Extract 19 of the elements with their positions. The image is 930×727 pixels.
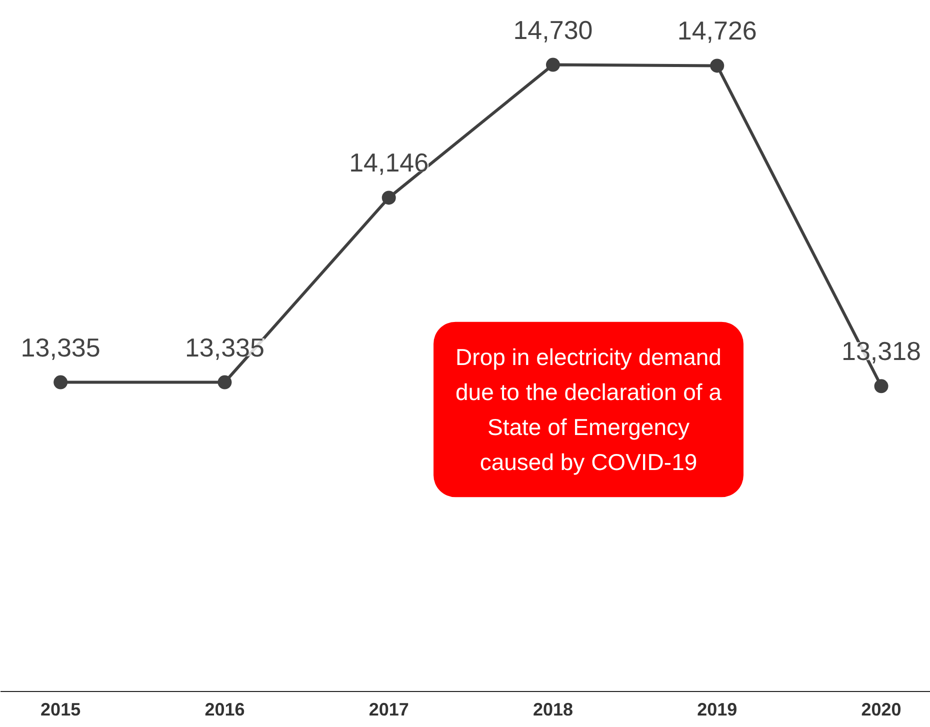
x-tick-label: 2018	[532, 700, 574, 720]
data-label: 14,730	[513, 14, 593, 45]
x-tick-label: 2015	[40, 700, 81, 720]
annotation: Drop in electricity demand due to the declaration of a State of Emergency caused by COVID-19	[456, 344, 722, 476]
data-label: 13,335	[184, 332, 264, 362]
x-tick-label: 2020	[861, 700, 902, 720]
point	[54, 375, 68, 390]
x-tick-label: 2016	[204, 700, 245, 720]
data-label: 14,146	[349, 148, 429, 178]
point	[874, 379, 888, 394]
point	[546, 58, 560, 72]
x-tick-label: 2017	[368, 700, 409, 720]
data-label: 13,335	[20, 332, 100, 362]
point	[710, 58, 724, 73]
x-tick-label: 2019	[697, 700, 738, 720]
point	[218, 375, 232, 390]
data-label: 13,318	[841, 336, 922, 366]
data-label: 14,726	[677, 16, 757, 46]
point	[382, 190, 396, 205]
